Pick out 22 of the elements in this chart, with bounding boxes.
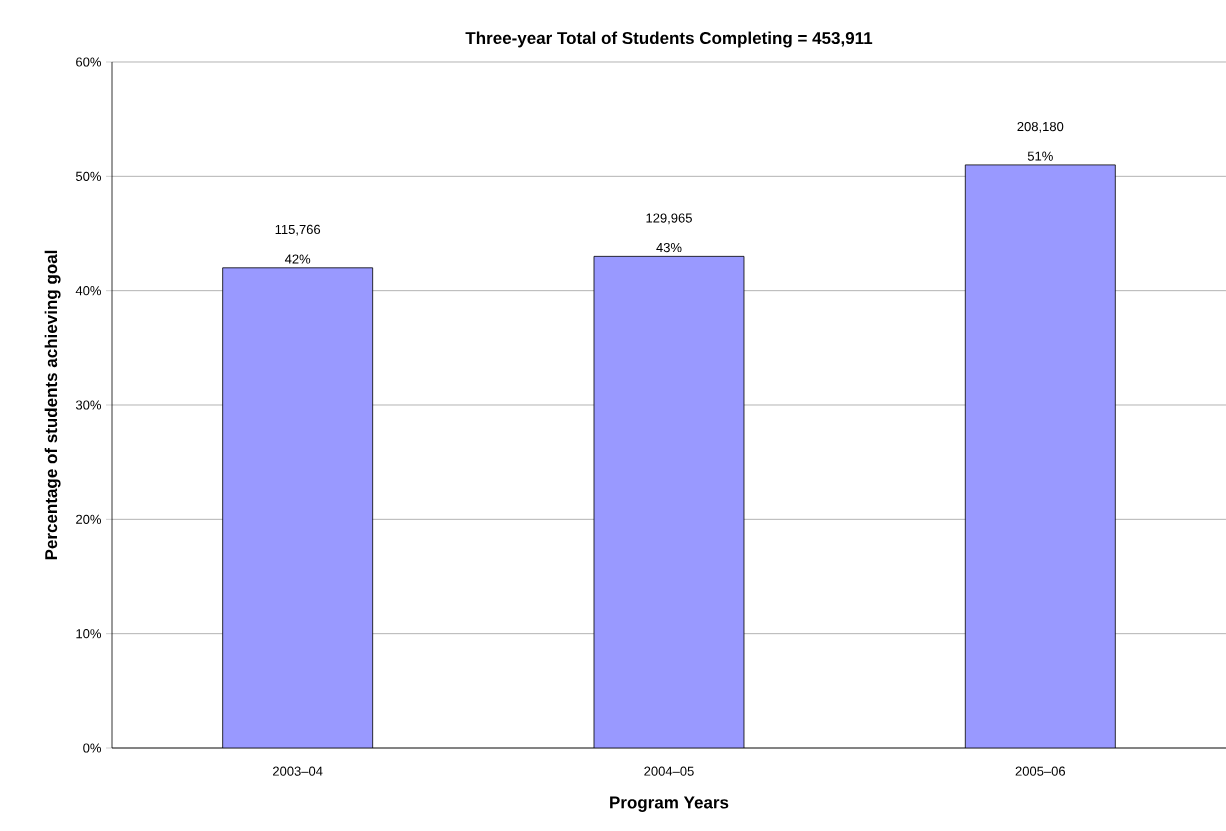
y-tick-label: 10% [76, 629, 101, 639]
y-tick-label: 50% [75, 171, 101, 181]
annotation: 208,180 [1017, 121, 1064, 133]
y-tick-label: 60% [76, 57, 101, 67]
annotation: 129,965 [646, 213, 692, 225]
y-tick-label: 0% [83, 743, 101, 753]
data-label: 42% [284, 254, 311, 264]
y-tick-label: 30% [75, 400, 101, 410]
y-tick-label: 40% [75, 286, 101, 296]
x-tick-label: 2003–04 [273, 766, 323, 776]
data-label: 43% [656, 242, 682, 253]
x-tick-label: 2004–05 [644, 766, 694, 776]
y-axis-title: Percentage of students achieving goal [44, 250, 61, 560]
annotation: 115,766 [275, 224, 321, 236]
bar [222, 267, 373, 748]
x-tick-label: 2005–06 [1015, 766, 1066, 776]
bar [964, 164, 1116, 748]
data-label: 51% [1027, 151, 1053, 161]
bar [593, 256, 744, 748]
y-tick-label: 20% [76, 514, 101, 524]
chart-title: Three-year Total of Students Completing = 453,911 [465, 31, 873, 48]
x-axis-title: Program Years [610, 796, 729, 812]
